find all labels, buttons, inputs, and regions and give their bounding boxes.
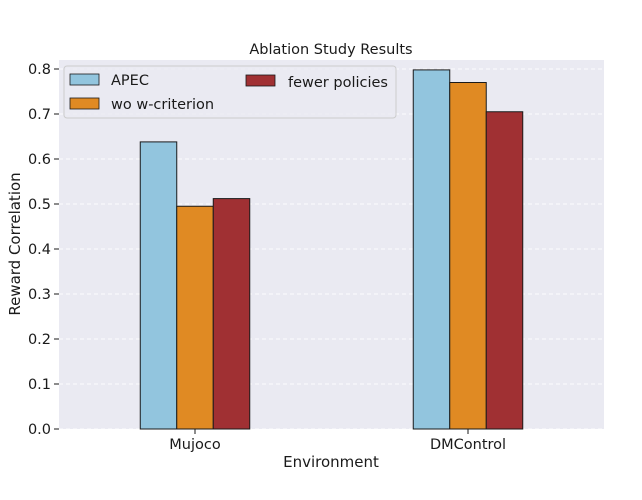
y-axis-label: Reward Correlation	[6, 172, 24, 315]
y-tick-label: 0.0	[28, 422, 51, 438]
bar-apec-dmcontrol	[412, 69, 451, 430]
legend-box	[63, 65, 397, 119]
y-tick-label: 0.3	[28, 287, 51, 303]
x-tick-label: DMControl	[430, 437, 506, 453]
legend-swatch-wo-w-criterion	[69, 97, 100, 110]
bar-wo-w-criterion-dmcontrol	[449, 82, 487, 430]
bar-fewer-policies-mujoco	[212, 198, 251, 430]
legend-label-apec: APEC	[111, 73, 149, 89]
chart-title: Ablation Study Results	[249, 42, 412, 58]
x-tick-label: Mujoco	[169, 437, 221, 453]
bar-fewer-policies-dmcontrol	[485, 111, 524, 430]
legend: APEC wo w-criterion fewer policies	[63, 65, 397, 119]
legend-swatch-fewer-policies	[245, 74, 276, 87]
y-tick-label: 0.1	[28, 377, 51, 393]
y-tick-label: 0.6	[28, 152, 51, 168]
y-tick-label: 0.2	[28, 332, 51, 348]
y-tick-label: 0.7	[28, 107, 51, 123]
legend-label-wo-w-criterion: wo w-criterion	[111, 97, 214, 113]
y-tick-label: 0.8	[28, 62, 51, 78]
y-tick-label: 0.5	[28, 197, 51, 213]
y-axis: 0.0 0.1 0.2 0.3 0.4 0.5 0.6 0.7 0.8	[28, 62, 59, 438]
x-axis-label: Environment	[283, 453, 379, 471]
legend-swatch-apec	[69, 73, 100, 86]
x-axis: Mujoco DMControl	[169, 429, 506, 453]
legend-label-fewer-policies: fewer policies	[288, 75, 388, 91]
bar-apec-mujoco	[139, 141, 178, 430]
bar-wo-w-criterion-mujoco	[176, 205, 214, 430]
bars	[139, 69, 524, 430]
y-tick-label: 0.4	[28, 242, 51, 258]
